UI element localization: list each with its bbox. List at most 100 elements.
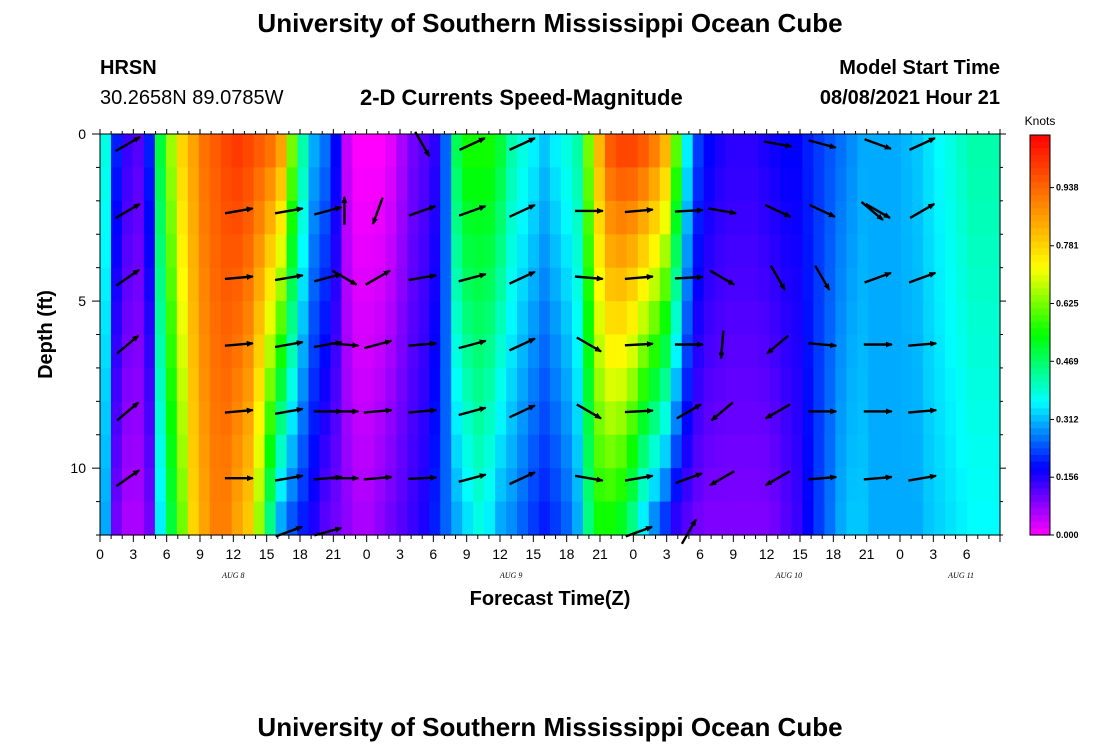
heatmap-cell: [703, 134, 716, 169]
heatmap-cell: [418, 334, 430, 369]
heatmap-cell: [154, 334, 167, 369]
heatmap-cell: [868, 301, 880, 336]
heatmap-cell: [132, 367, 145, 402]
heatmap-cell: [286, 334, 299, 369]
heatmap-cell: [385, 167, 397, 202]
heatmap-cell: [319, 267, 332, 302]
heatmap-cell: [154, 434, 167, 469]
colorbar-segment: [1030, 161, 1050, 169]
heatmap-cell: [703, 434, 716, 469]
heatmap-cell: [681, 367, 694, 402]
heatmap-cell: [560, 334, 573, 369]
heatmap-cell: [407, 367, 419, 402]
current-arrow: [116, 401, 140, 422]
heatmap-cell: [264, 501, 277, 536]
heatmap-cell: [582, 334, 595, 369]
heatmap-cell: [308, 234, 321, 269]
heatmap-cell: [725, 501, 738, 536]
heatmap-cell: [484, 468, 496, 503]
heatmap-cell: [418, 468, 430, 503]
heatmap-cell: [352, 234, 365, 269]
heatmap-cell: [374, 301, 386, 336]
heatmap-cell: [714, 468, 727, 503]
heatmap-cell: [615, 234, 628, 269]
heatmap-cell: [319, 234, 332, 269]
heatmap-cell: [451, 134, 463, 169]
heatmap-cell: [846, 267, 858, 302]
heatmap-cell: [912, 234, 924, 269]
heatmap-cell: [165, 301, 178, 336]
current-arrow: [508, 337, 536, 352]
x-tick-label: 3: [929, 546, 937, 562]
heatmap-cell: [835, 367, 847, 402]
heatmap-cell: [846, 167, 858, 202]
heatmap-cell: [297, 434, 310, 469]
heatmap-cell: [692, 468, 705, 503]
heatmap-cell: [440, 134, 452, 169]
heatmap-cell: [440, 200, 452, 235]
heatmap-cell: [550, 134, 562, 169]
heatmap-cell: [253, 234, 266, 269]
heatmap-cell: [132, 434, 145, 469]
heatmap-cell: [451, 234, 463, 269]
heatmap-cell: [758, 434, 771, 469]
heatmap-cell: [912, 301, 924, 336]
heatmap-cell: [132, 267, 145, 302]
heatmap-cell: [780, 501, 793, 536]
heatmap-cell: [176, 267, 189, 302]
heatmap-cell: [637, 501, 650, 536]
heatmap-cell: [626, 501, 639, 536]
heatmap-cell: [121, 434, 134, 469]
current-arrow: [313, 272, 343, 283]
heatmap-cell: [528, 468, 540, 503]
colorbar-segment: [1030, 441, 1050, 449]
heatmap-cell: [484, 434, 496, 469]
heatmap-cell: [187, 468, 200, 503]
heatmap-cell: [198, 334, 211, 369]
heatmap-cell: [330, 501, 343, 536]
heatmap-cell: [319, 134, 332, 169]
heatmap-cell: [451, 434, 463, 469]
x-tick-label: 12: [226, 546, 242, 562]
heatmap-cell: [736, 200, 749, 235]
x-tick-label: 3: [396, 546, 404, 562]
heatmap-cell: [747, 334, 760, 369]
heatmap-cell: [714, 234, 727, 269]
current-arrow: [808, 139, 837, 149]
colorbar-segment: [1030, 408, 1050, 416]
heatmap-cell: [451, 334, 463, 369]
heatmap-cell: [242, 434, 255, 469]
heatmap-cell: [846, 301, 858, 336]
heatmap-cell: [703, 167, 716, 202]
current-arrow: [115, 469, 141, 488]
heatmap-cell: [121, 200, 134, 235]
heatmap-cell: [780, 401, 793, 436]
heatmap-cell: [297, 200, 310, 235]
heatmap-cell: [209, 501, 222, 536]
heatmap-cell: [297, 267, 310, 302]
x-tick-label: 12: [759, 546, 775, 562]
heatmap-cell: [341, 134, 354, 169]
heatmap-cell: [604, 367, 617, 402]
heatmap-cell: [791, 401, 804, 436]
heatmap-cell: [956, 468, 968, 503]
heatmap-cell: [681, 401, 694, 436]
heatmap-cell: [780, 234, 793, 269]
heatmap-cell: [165, 367, 178, 402]
heatmap-cell: [286, 301, 299, 336]
heatmap-cell: [703, 468, 716, 503]
heatmap-cell: [220, 468, 233, 503]
current-arrow: [574, 474, 604, 483]
heatmap-cell: [769, 267, 782, 302]
heatmap-cell: [945, 468, 957, 503]
heatmap-cell: [835, 468, 847, 503]
current-arrow: [274, 206, 304, 215]
heatmap-cell: [242, 367, 255, 402]
heatmap-cell: [725, 468, 738, 503]
x-tick-label: 0: [896, 546, 904, 562]
heatmap-cell: [824, 367, 836, 402]
heatmap-cell: [670, 234, 683, 269]
heatmap-cell: [308, 267, 321, 302]
plot-title: 2-D Currents Speed-Magnitude: [360, 85, 683, 110]
colorbar-segment: [1030, 395, 1050, 403]
